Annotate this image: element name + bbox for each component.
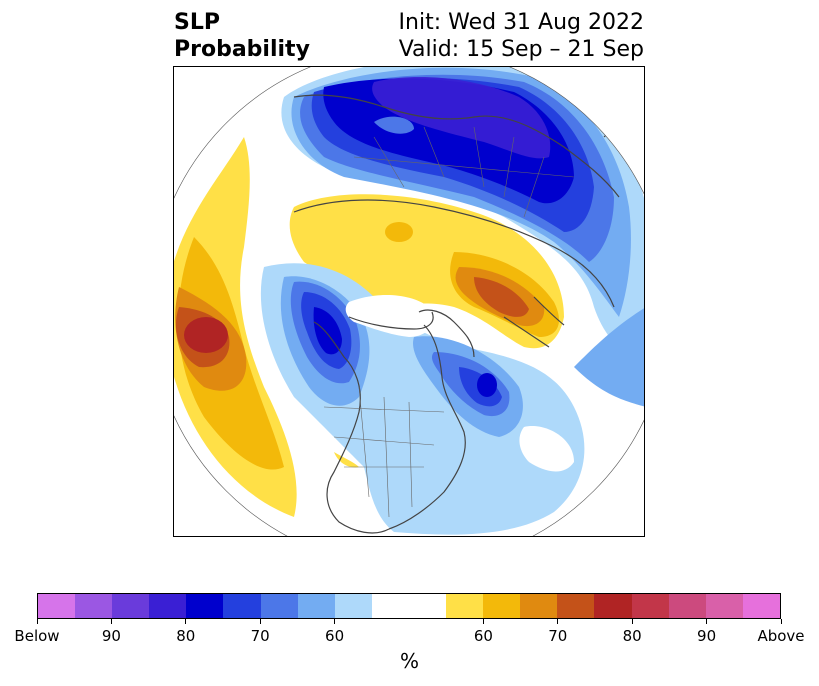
colorbar-tick-label: 90 [697, 627, 717, 645]
colorbar-tick [780, 619, 782, 624]
coast-na-west [313, 321, 390, 534]
colorbar-segment [520, 594, 558, 618]
colorbar-segment [631, 594, 669, 618]
arctic-above-anomaly [289, 194, 564, 349]
colorbar-unit: % [399, 649, 419, 673]
valid-range: Valid: 15 Sep – 21 Sep [398, 37, 644, 62]
colorbar-tick [259, 619, 261, 624]
colorbar-tick-label: Below [14, 627, 60, 645]
colorbar-tick [482, 619, 484, 624]
coast-scandinavia [503, 296, 565, 348]
colorbar-segment [371, 594, 409, 618]
colorbar-tick-label: 60 [325, 627, 345, 645]
colorbar-segment [260, 594, 298, 618]
colorbar-tick-label: 80 [176, 627, 196, 645]
colorbar-segment [594, 594, 632, 618]
colorbar-segment [668, 594, 706, 618]
colorbar-segment [223, 594, 261, 618]
coast-greenland [418, 309, 475, 358]
colorbar-segment [446, 594, 484, 618]
probability-field [174, 67, 644, 536]
colorbar [37, 593, 781, 619]
coastlines [293, 86, 640, 534]
colorbar-segment [297, 594, 335, 618]
colorbar-tick [557, 619, 559, 624]
colorbar-segment [334, 594, 372, 618]
colorbar-tick [631, 619, 633, 624]
colorbar-segment [112, 594, 150, 618]
colorbar-tick-label: 70 [250, 627, 270, 645]
coast-siberia [293, 199, 615, 308]
colorbar-segment [557, 594, 595, 618]
colorbar-segment [38, 594, 76, 618]
title-metric: Probability [174, 37, 310, 62]
colorbar-segment [408, 594, 447, 618]
colorbar-tick-label: 70 [548, 627, 568, 645]
colorbar-tick-label: Above [757, 627, 805, 645]
colorbar-segment [742, 594, 780, 618]
chart-title-left: SLP Probability [174, 9, 310, 63]
coast-eurasia-south [293, 94, 620, 198]
colorbar-segment [186, 594, 224, 618]
chart-title-right: Init: Wed 31 Aug 2022 Valid: 15 Sep – 21… [399, 9, 644, 63]
title-variable: SLP [174, 10, 220, 35]
colorbar-tick [185, 619, 187, 624]
colorbar-segment [75, 594, 113, 618]
pacific-above-anomaly [174, 137, 359, 517]
colorbar-tick [706, 619, 708, 624]
north-america-below-anomaly [260, 263, 644, 535]
colorbar-tick [36, 619, 38, 624]
colorbar-tick-label: 60 [473, 627, 493, 645]
coast-na-east [388, 324, 466, 530]
colorbar-tick [334, 619, 336, 624]
coast-arctic-canada [348, 311, 434, 330]
borders [323, 126, 575, 518]
colorbar-tick-label: 80 [622, 627, 642, 645]
neutral-core [345, 295, 433, 337]
colorbar-segment [149, 594, 187, 618]
us-state-lines [323, 386, 445, 518]
map-svg [174, 67, 644, 536]
colorbar-ticks [36, 619, 782, 627]
colorbar-segment [483, 594, 521, 618]
eurasia-below-anomaly [281, 67, 644, 367]
colorbar-tick-label: 90 [101, 627, 121, 645]
colorbar-segment [705, 594, 743, 618]
polar-map [173, 66, 645, 537]
init-date: Init: Wed 31 Aug 2022 [398, 10, 644, 35]
colorbar-tick [110, 619, 112, 624]
eurasia-borders [353, 126, 575, 218]
